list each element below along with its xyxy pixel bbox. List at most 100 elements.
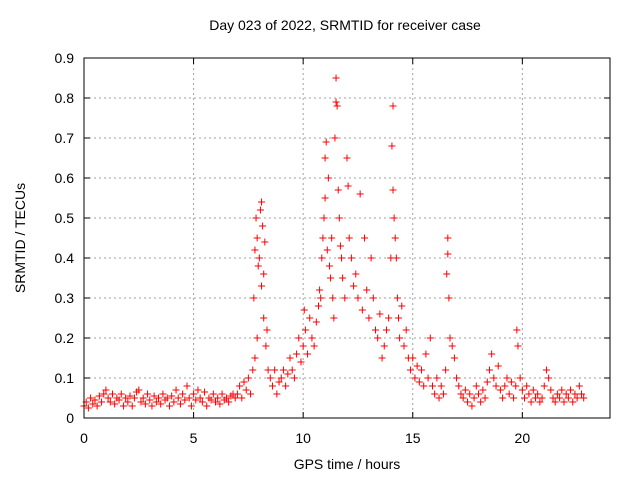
data-point: [344, 182, 352, 190]
data-point: [329, 294, 337, 302]
y-tick-label: 0.1: [55, 370, 75, 386]
data-point: [536, 398, 544, 406]
data-point: [130, 394, 138, 402]
data-point: [507, 378, 515, 386]
data-point: [317, 294, 325, 302]
data-point: [488, 350, 496, 358]
y-tick-label: 0.6: [55, 170, 75, 186]
data-point: [443, 270, 451, 278]
x-tick-label: 5: [190, 430, 198, 446]
data-point: [238, 394, 246, 402]
data-point: [176, 400, 184, 408]
data-point: [320, 214, 328, 222]
data-point: [341, 294, 349, 302]
data-point: [365, 314, 373, 322]
data-point: [244, 374, 252, 382]
data-point: [560, 398, 568, 406]
data-point: [481, 394, 489, 402]
data-point: [196, 394, 204, 402]
data-point: [312, 318, 320, 326]
data-point: [510, 394, 518, 402]
data-point: [282, 382, 290, 390]
data-point: [128, 402, 136, 410]
data-point: [459, 394, 467, 402]
y-tick-label: 0.8: [55, 90, 75, 106]
data-point: [117, 390, 125, 398]
data-point: [155, 394, 163, 402]
data-point: [374, 334, 382, 342]
data-point: [521, 394, 529, 402]
data-point: [95, 392, 103, 400]
data-point: [390, 214, 398, 222]
data-point: [249, 366, 257, 374]
data-point: [253, 234, 261, 242]
data-point: [435, 394, 443, 402]
data-point: [411, 374, 419, 382]
data-point: [179, 390, 187, 398]
data-point: [501, 382, 509, 390]
data-point: [477, 398, 485, 406]
data-point: [260, 314, 268, 322]
data-point: [433, 374, 441, 382]
data-points: [80, 74, 588, 412]
data-point: [569, 398, 577, 406]
data-point: [575, 382, 583, 390]
data-point: [385, 314, 393, 322]
data-point: [319, 234, 327, 242]
data-point: [388, 142, 396, 150]
data-point: [321, 154, 329, 162]
data-point: [146, 396, 154, 404]
data-point: [382, 326, 390, 334]
data-point: [126, 392, 134, 400]
data-point: [295, 334, 303, 342]
data-point: [534, 390, 542, 398]
data-point: [252, 214, 260, 222]
data-point: [251, 354, 259, 362]
data-point: [400, 342, 408, 350]
data-point: [159, 390, 167, 398]
data-point: [392, 254, 400, 262]
data-point: [330, 314, 338, 322]
data-point: [422, 350, 430, 358]
data-point: [457, 390, 465, 398]
data-point: [299, 342, 307, 350]
data-point: [216, 400, 224, 408]
data-point: [345, 234, 353, 242]
data-point: [567, 386, 575, 394]
data-point: [183, 382, 191, 390]
data-point: [262, 342, 270, 350]
data-point: [163, 394, 171, 402]
data-point: [198, 398, 206, 406]
data-point: [306, 314, 314, 322]
data-point: [450, 354, 458, 362]
y-tick-label: 0: [66, 410, 74, 426]
data-point: [542, 366, 550, 374]
chart-title: Day 023 of 2022, SRMTID for receiver cas…: [209, 17, 481, 33]
data-point: [325, 262, 333, 270]
data-point: [258, 198, 266, 206]
data-point: [279, 366, 287, 374]
data-point: [268, 382, 276, 390]
data-point: [428, 382, 436, 390]
data-point: [470, 394, 478, 402]
data-point: [328, 234, 336, 242]
data-point: [485, 366, 493, 374]
data-point: [391, 234, 399, 242]
data-point: [324, 174, 332, 182]
data-point: [338, 254, 346, 262]
data-point: [396, 334, 404, 342]
data-point: [89, 400, 97, 408]
data-point: [448, 342, 456, 350]
data-point: [115, 396, 123, 404]
data-point: [420, 382, 428, 390]
data-point: [137, 398, 145, 406]
data-point: [453, 374, 461, 382]
data-point: [461, 386, 469, 394]
data-point: [242, 386, 250, 394]
data-point: [503, 374, 511, 382]
data-point: [356, 190, 364, 198]
data-point: [445, 294, 453, 302]
data-point: [409, 354, 417, 362]
data-point: [468, 402, 476, 410]
